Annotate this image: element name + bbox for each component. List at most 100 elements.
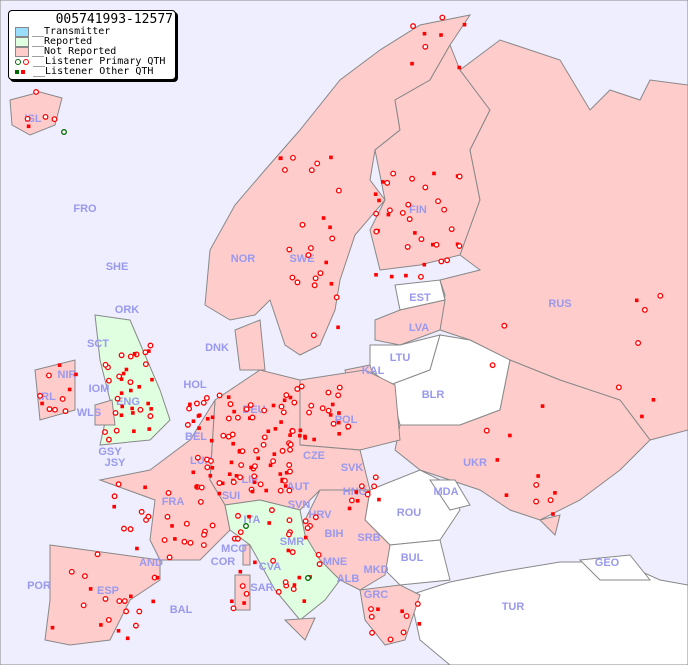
listener-other-marker: [386, 212, 391, 217]
listener-primary-marker: [270, 557, 277, 564]
country-label-she: SHE: [106, 261, 129, 273]
country-label-bel: BEL: [185, 431, 207, 443]
listener-primary-marker: [404, 243, 411, 250]
listener-other-marker: [217, 491, 222, 496]
listener-primary-marker: [438, 258, 445, 265]
listener-other-marker: [147, 349, 151, 353]
country-label-geo: GEO: [595, 557, 620, 569]
listener-primary-marker: [329, 235, 336, 242]
listener-primary-marker: [314, 160, 321, 167]
listener-primary-marker: [165, 489, 172, 496]
country-label-blr: BLR: [422, 389, 445, 401]
listener-other-marker: [389, 274, 394, 279]
country-france: [98, 399, 231, 561]
listener-primary-marker: [59, 396, 66, 402]
listener-other-marker: [268, 463, 273, 468]
listener-other-marker: [209, 438, 214, 443]
listener-primary-marker: [641, 306, 648, 313]
listener-primary-marker: [243, 406, 250, 413]
listener-primary-marker: [132, 622, 139, 629]
country-label-srb: SRB: [357, 532, 380, 544]
country-label-ork: ORK: [115, 304, 140, 316]
listener-primary-marker: [312, 275, 319, 282]
listener-primary-marker: [251, 473, 258, 480]
country-label-grc: GRC: [364, 589, 389, 601]
country-italy: [224, 499, 341, 621]
listener-primary-marker: [348, 497, 355, 504]
country-label-bal: BAL: [170, 604, 193, 616]
listener-primary-marker: [281, 166, 288, 173]
listener-primary-marker: [33, 89, 40, 95]
listener-primary-marker: [237, 529, 244, 536]
listener-other-marker: [229, 460, 234, 465]
listener-primary-marker: [80, 602, 87, 609]
country-ireland: [34, 359, 76, 421]
listener-other-marker: [266, 429, 271, 434]
country-label-aut: AUT: [287, 481, 310, 493]
country-denmark: [234, 319, 266, 371]
country-label-fin: FIN: [409, 204, 427, 216]
country-sardinia: [234, 574, 251, 611]
listener-primary-marker: [386, 207, 393, 214]
listener-other-marker: [413, 231, 417, 235]
listener-other-marker: [410, 61, 414, 66]
listener-primary-marker: [275, 588, 282, 595]
listener-primary-marker: [433, 241, 440, 248]
listener-primary-marker: [325, 407, 332, 414]
listener-other-marker: [129, 594, 133, 599]
legend-primary-qth: __Listener Primary QTH: [9, 57, 175, 67]
listener-other-marker: [250, 489, 255, 494]
listener-other-marker: [197, 426, 201, 430]
listener-primary-marker: [291, 399, 298, 406]
listener-other-marker: [347, 506, 352, 511]
listener-primary-marker: [249, 414, 256, 421]
listener-primary-marker: [333, 294, 340, 301]
country-label-lva: LVA: [409, 322, 429, 334]
listener-primary-marker: [456, 243, 463, 249]
legend-label: __Not Reported: [32, 46, 117, 57]
listener-primary-marker: [289, 549, 296, 556]
listener-primary-marker: [280, 409, 287, 416]
listener-other-marker: [536, 474, 540, 478]
country-label-cze: CZE: [303, 450, 325, 462]
listener-other-marker: [302, 599, 307, 603]
listener-other-marker: [495, 458, 500, 462]
square-marker-icon: [15, 70, 30, 74]
listener-primary-marker: [435, 198, 442, 205]
listener-primary-marker: [51, 116, 58, 123]
listener-other-marker: [288, 395, 293, 400]
country-label-fro: FRO: [73, 203, 97, 215]
listener-other-marker: [284, 470, 289, 475]
listener-other-marker: [297, 575, 302, 580]
legend-title: 005741993-12577: [55, 12, 173, 27]
listener-primary-marker-reported: [243, 523, 249, 529]
listener-primary-marker: [112, 409, 119, 416]
listener-other-marker: [439, 33, 443, 37]
listener-primary-marker: [42, 113, 49, 120]
listener-other-marker: [504, 493, 509, 497]
listener-primary-marker: [418, 236, 425, 243]
listener-other-marker: [143, 485, 147, 490]
listener-primary-marker: [216, 392, 223, 399]
listener-primary-marker: [384, 179, 391, 186]
listener-other-marker: [337, 431, 341, 436]
listener-primary-marker: [483, 427, 490, 434]
listener-other-marker: [404, 273, 408, 278]
listener-primary-marker: [121, 598, 128, 604]
listener-primary-marker: [187, 539, 194, 546]
listener-other-marker: [57, 363, 62, 367]
country-ukraine-crimea: [539, 514, 561, 536]
listener-primary-marker: [37, 392, 44, 399]
country-label-rou: ROU: [397, 507, 422, 519]
listener-primary-marker: [373, 210, 380, 217]
listener-primary-marker: [235, 512, 241, 519]
listener-other-marker: [119, 413, 124, 418]
listener-primary-marker: [302, 518, 309, 525]
country-label-sui: SUI: [222, 490, 240, 502]
country-label-ltu: LTU: [390, 352, 411, 364]
country-label-bul: BUL: [401, 552, 424, 564]
listener-primary-marker: [399, 209, 406, 216]
listener-other-marker: [328, 225, 332, 230]
listener-other-marker: [264, 488, 268, 493]
